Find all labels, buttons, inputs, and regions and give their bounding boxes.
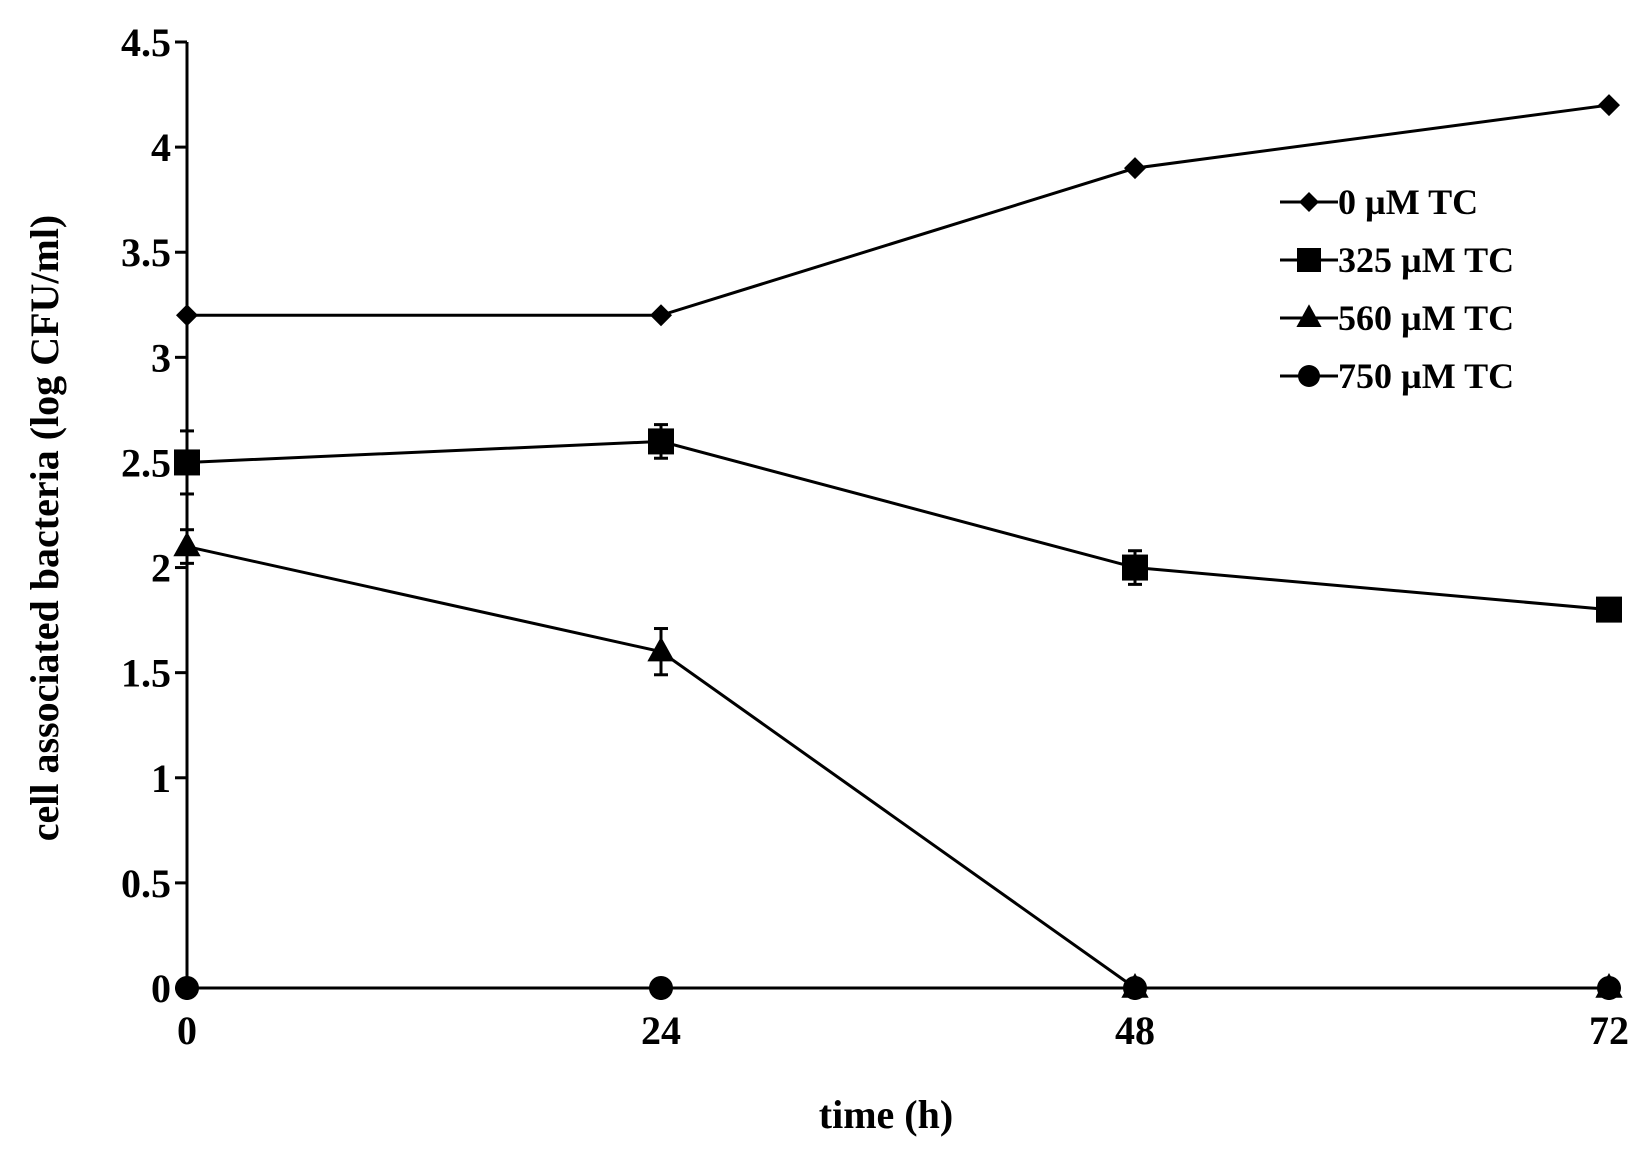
legend-item: 325 µM TC	[1280, 240, 1514, 280]
data-point	[173, 531, 201, 557]
legend-label: 560 µM TC	[1338, 298, 1514, 338]
legend-marker	[1297, 248, 1321, 272]
x-axis-ticks: 0 24 48 72	[177, 988, 1629, 1053]
legend-item: 0 µM TC	[1280, 182, 1478, 222]
data-point	[1123, 976, 1147, 1000]
legend-marker	[1299, 192, 1319, 212]
y-tick-label: 1	[151, 756, 171, 801]
series-line	[186, 545, 1609, 990]
x-tick-label: 48	[1115, 1008, 1155, 1053]
series-circle	[175, 976, 1621, 1000]
y-tick-label: 2.5	[121, 440, 171, 485]
y-axis-title: cell associated bacteria (log CFU/ml)	[22, 215, 67, 842]
legend-label: 0 µM TC	[1338, 182, 1478, 222]
legend: 0 µM TC 325 µM TC 560 µM TC 750 µM TC	[1280, 182, 1514, 396]
y-tick-label: 1.5	[121, 651, 171, 696]
legend-label: 750 µM TC	[1338, 356, 1514, 396]
legend-marker	[1298, 365, 1320, 387]
legend-item: 560 µM TC	[1280, 298, 1514, 338]
data-point	[1597, 976, 1621, 1000]
x-tick-label: 0	[177, 1008, 197, 1053]
legend-item: 750 µM TC	[1280, 356, 1514, 396]
legend-marker	[1296, 304, 1322, 327]
data-point	[649, 976, 673, 1000]
series-line	[186, 439, 1610, 612]
data-point	[648, 428, 674, 455]
y-tick-label: 0.5	[121, 861, 171, 906]
y-tick-label: 3	[151, 335, 171, 380]
y-tick-label: 4	[151, 125, 171, 170]
y-tick-label: 4.5	[121, 20, 171, 65]
data-point	[650, 304, 672, 327]
data-point	[647, 636, 675, 662]
data-point	[174, 449, 200, 476]
data-point	[176, 304, 198, 327]
series-square	[174, 423, 1622, 623]
x-tick-label: 24	[641, 1008, 681, 1053]
series-line	[187, 103, 1610, 317]
data-point	[1598, 94, 1620, 117]
x-tick-label: 72	[1589, 1008, 1629, 1053]
data-point	[1122, 554, 1148, 581]
data-point	[1596, 596, 1622, 623]
y-tick-label: 0	[151, 966, 171, 1011]
x-axis-title: time (h)	[819, 1092, 953, 1137]
y-axis-ticks: 0 0.5 1 1.5 2 2.5 3 3.5 4 4.5	[121, 20, 187, 1011]
data-point	[175, 976, 199, 1000]
y-tick-label: 3.5	[121, 230, 171, 275]
data-point	[1124, 157, 1146, 180]
series-triangle	[173, 528, 1623, 998]
series-diamond	[176, 94, 1620, 327]
series-layer	[173, 94, 1623, 1000]
y-tick-label: 2	[151, 546, 171, 591]
legend-label: 325 µM TC	[1338, 240, 1514, 280]
